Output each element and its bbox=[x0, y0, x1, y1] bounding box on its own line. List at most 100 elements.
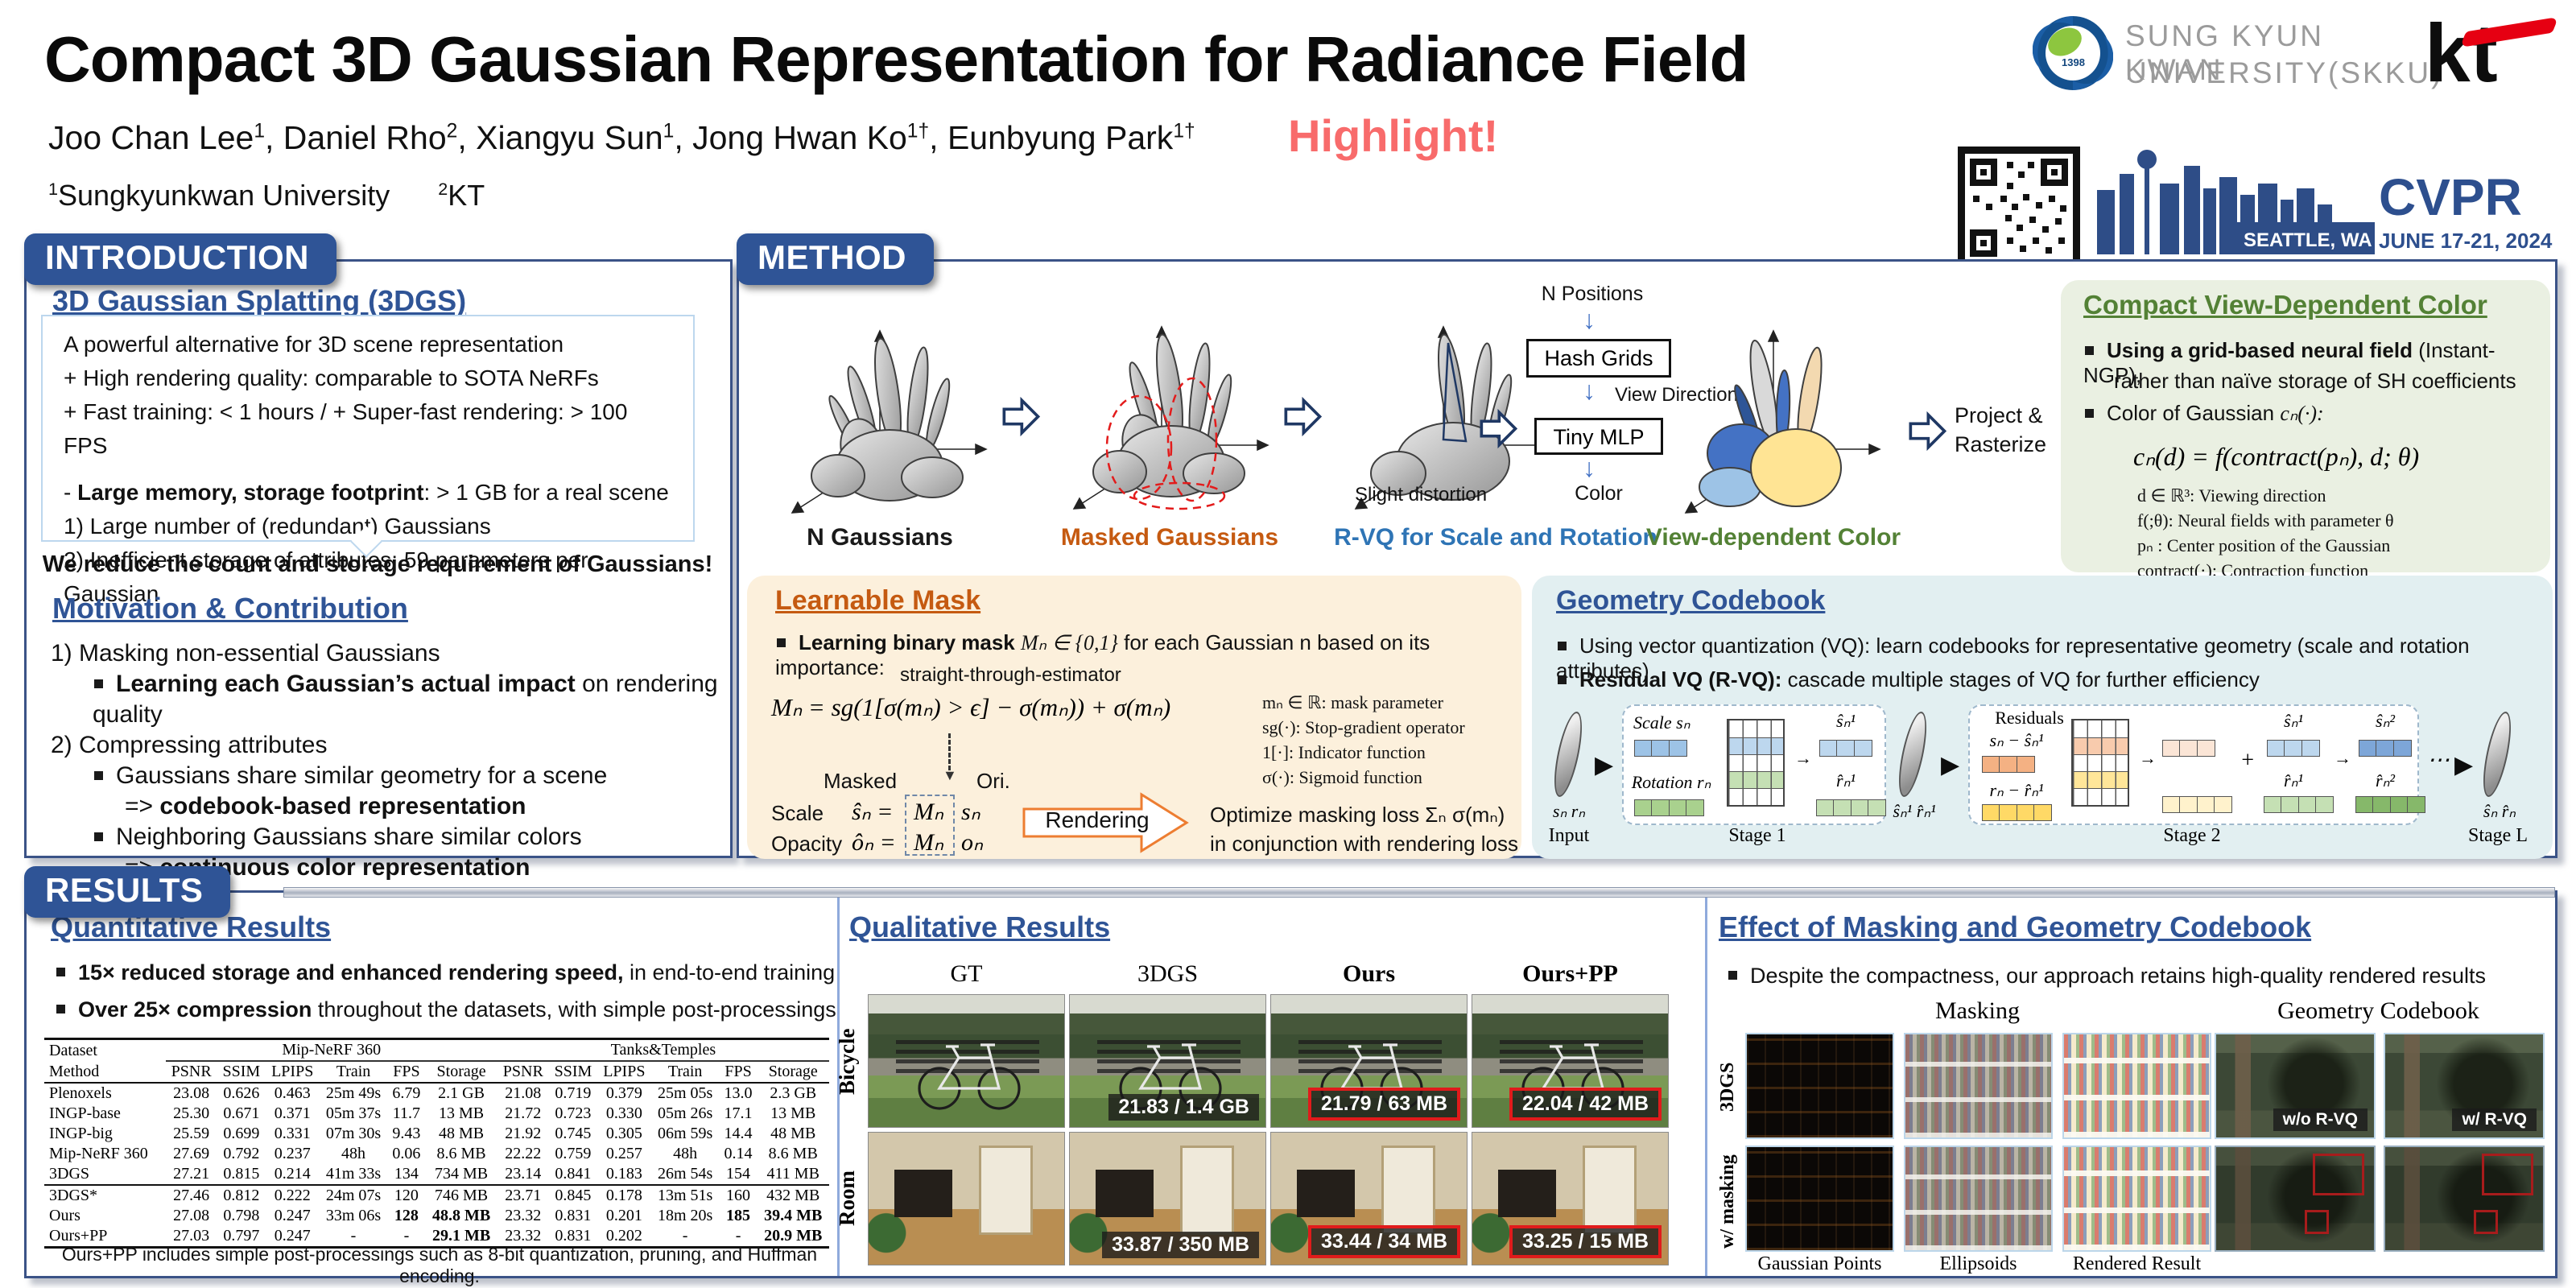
svg-text:1398: 1398 bbox=[2062, 56, 2085, 68]
table-value-cell: 25.59 bbox=[173, 1125, 210, 1142]
table-value-cell: 48.8 MB bbox=[431, 1207, 491, 1224]
rendering-label: Rendering bbox=[1045, 807, 1150, 832]
table-header-cell: Mip-NeRF 360 bbox=[165, 1038, 497, 1062]
author-name: Jong Hwan Ko bbox=[692, 119, 907, 156]
intro-line-text: + High rendering quality: comparable to … bbox=[64, 365, 599, 390]
stage-arrow-icon: ▶ bbox=[1941, 752, 1960, 778]
mask-formula: Mₙ = sg(1[σ(mₙ) > ϵ] − σ(mₙ)) + σ(mₙ) bbox=[771, 693, 1171, 721]
opacity-mask-var: Mₙ bbox=[914, 829, 943, 856]
author-affil-sup: 1 bbox=[663, 120, 675, 142]
rvq-overlay: w/ R-VQ bbox=[2452, 1108, 2537, 1131]
codebook-cell bbox=[2161, 796, 2181, 813]
table-value-cell: 134 bbox=[387, 1164, 426, 1186]
table-header-cell: SSIM bbox=[217, 1061, 266, 1084]
table-value-cell: 18m 20s bbox=[657, 1207, 713, 1224]
table-value-cell: 0.815 bbox=[217, 1164, 266, 1186]
opacity-label: Opacity bbox=[771, 832, 843, 856]
table-value-cell: 0.379 bbox=[605, 1084, 642, 1102]
codebook-cell-strip bbox=[2263, 796, 2334, 813]
stage2-residuals-label: Residuals bbox=[1995, 708, 2064, 728]
masking-image-3dgs-gaussian-points bbox=[1745, 1033, 1894, 1139]
codebook-grid-row bbox=[1728, 737, 1783, 754]
author-separator: , bbox=[929, 119, 947, 156]
table-method-cell: Ours bbox=[49, 1207, 80, 1224]
codebook-cell-strip bbox=[2355, 796, 2425, 813]
table-value-cell: 23.14 bbox=[497, 1164, 549, 1186]
mask-box-title: Learnable Mask bbox=[775, 585, 981, 616]
codebook-cell bbox=[2392, 740, 2412, 757]
table-header-cell: PSNR bbox=[497, 1061, 549, 1084]
codebook-cell bbox=[2284, 740, 2302, 757]
motivation-bold: Learning each Gaussian’s actual impact bbox=[116, 671, 576, 697]
masked-label: Masked bbox=[824, 769, 898, 793]
codebook-cell bbox=[2196, 796, 2215, 813]
color-box-bullet-2: Color of Gaussian cₙ(·): bbox=[2083, 401, 2324, 426]
codebook-forest-image-zoom-2 bbox=[2384, 1146, 2545, 1252]
table-value-cell: 0.214 bbox=[265, 1164, 320, 1186]
codebook-grid-row bbox=[2073, 754, 2128, 771]
optimize-line-1: Optimize masking loss Σₙ σ(mₙ) bbox=[1210, 803, 1505, 827]
table-value-cell: 0.237 bbox=[274, 1145, 311, 1162]
intro-box-line: + Fast training: < 1 hours / + Super-fas… bbox=[64, 395, 672, 463]
formula-legend-line: d ∈ ℝ³: Viewing direction bbox=[2137, 485, 2326, 506]
authors-line: Joo Chan Lee1, Daniel Rho2, Xiangyu Sun1… bbox=[48, 119, 1195, 157]
codebook-grid-graphic bbox=[1727, 719, 1785, 807]
intro-line-text: - bbox=[64, 480, 78, 505]
skku-wordmark-line1: SUNG KYUN KWAN bbox=[2125, 19, 2324, 86]
stage2-plus: + bbox=[2240, 748, 2256, 773]
down-arrow-icon: ↓ bbox=[1583, 376, 1596, 405]
bicycle-graphic bbox=[1097, 1040, 1241, 1110]
stage2-out-arrow: → bbox=[2334, 748, 2351, 768]
table-method-cell: 3DGS bbox=[44, 1164, 166, 1186]
motivation-list: 1) Masking non-essential Gaussians Learni… bbox=[51, 638, 719, 883]
table-value-cell: - bbox=[319, 1226, 388, 1249]
codebook-cell bbox=[1815, 799, 1835, 816]
stage-label-color: View-dependent Color bbox=[1645, 524, 1901, 551]
motivation-item: => codebook-based representation bbox=[51, 791, 719, 822]
affil-sup: 1 bbox=[48, 179, 59, 199]
codebook-cell bbox=[1686, 799, 1704, 816]
author-affil-sup: 1 bbox=[254, 120, 265, 142]
section-divider bbox=[837, 895, 840, 1276]
square-bullet bbox=[94, 832, 103, 841]
intro-line-text: 2) Inefficient storage of attributes: 59… bbox=[64, 547, 588, 606]
codebook-grid-row bbox=[1728, 788, 1783, 805]
codebook-cell-strip bbox=[1981, 756, 2035, 773]
input-stage-label: Input bbox=[1548, 825, 1590, 846]
stage1-scale-var: Scale sₙ bbox=[1633, 712, 1690, 733]
dashed-arrow-icon bbox=[948, 733, 951, 770]
table-value-cell: 23.32 bbox=[505, 1207, 542, 1224]
tiny-mlp-node: Tiny MLP bbox=[1534, 418, 1663, 455]
gaussians-figure-masked bbox=[1072, 325, 1269, 510]
intro-box-line: A powerful alternative for 3D scene repr… bbox=[64, 328, 672, 361]
affil-name: KT bbox=[448, 179, 485, 212]
stage1-label: Stage 1 bbox=[1728, 825, 1786, 846]
codebook-forest-image-w-rvq: w/ R-VQ bbox=[2384, 1033, 2545, 1139]
masking-image-masked-rendered-result bbox=[2062, 1146, 2211, 1252]
author-affil-sup: 2 bbox=[446, 120, 458, 142]
table-value-cell: - bbox=[719, 1226, 758, 1249]
table-value-cell: 746 MB bbox=[435, 1187, 489, 1204]
table-header-cell: Train bbox=[319, 1061, 388, 1084]
page-title: Compact 3D Gaussian Representation for R… bbox=[44, 23, 1748, 95]
effect-bullet: Despite the compactness, our approach re… bbox=[1727, 964, 2486, 989]
table-value-cell: 06m 59s bbox=[657, 1125, 713, 1142]
qual-col-header-3dgs: 3DGS bbox=[1137, 960, 1198, 987]
cvpr-banner: SEATTLE, WA CVPR JUNE 17-21, 2024 bbox=[2097, 142, 2564, 258]
author-separator: , bbox=[674, 119, 693, 156]
codebook-cell bbox=[2407, 796, 2425, 813]
project-label-1: Project & bbox=[1955, 403, 2043, 427]
formula-legend-line: pₙ : Center position of the Gaussian bbox=[2137, 535, 2391, 555]
effect-title: Effect of Masking and Geometry Codebook bbox=[1719, 910, 2312, 943]
mask-bullet: Learning binary mask Mₙ ∈ {0,1} for each… bbox=[775, 630, 1430, 679]
introduction-panel: 3D Gaussian Splatting (3DGS) A powerful … bbox=[24, 259, 733, 881]
seattle-label: SEATTLE, WA bbox=[2244, 229, 2372, 251]
table-value-cell: 2.1 GB bbox=[438, 1084, 485, 1102]
codebook-cell bbox=[2263, 796, 2282, 813]
inspection-box bbox=[2313, 1154, 2364, 1195]
scale-mask-var: Mₙ bbox=[914, 799, 943, 825]
opacity-rhs: oₙ bbox=[961, 829, 983, 856]
table-header-cell: SSIM bbox=[548, 1061, 598, 1084]
codebook-cell-strip bbox=[1815, 799, 1886, 816]
